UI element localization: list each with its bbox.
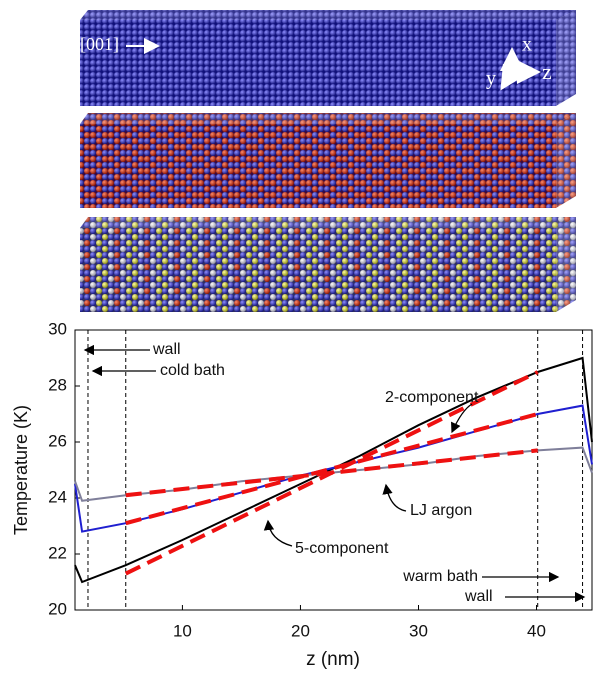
annotation: warm bath (402, 568, 478, 585)
slab-side (556, 217, 576, 312)
series-line (74, 356, 593, 584)
slab-top (80, 217, 576, 228)
axis-arrow (500, 63, 524, 91)
annotation-arrow (382, 483, 407, 512)
annotation: LJ argon (410, 502, 472, 519)
x-tick-label: 20 (291, 621, 310, 640)
y-tick-label: 22 (48, 543, 67, 562)
axis-label: z (542, 59, 552, 84)
slab-front (80, 228, 556, 312)
annotation: wall (464, 588, 493, 605)
x-tick-label: 10 (173, 621, 192, 640)
slab-side (556, 10, 576, 106)
annotation: 2-component (385, 389, 479, 406)
annotation: cold bath (160, 362, 225, 379)
y-tick-label: 20 (48, 599, 67, 618)
x-tick-label: 30 (409, 621, 428, 640)
annotation: wall (152, 341, 181, 358)
axis-label: x (522, 34, 532, 56)
annotation-arrow (451, 403, 473, 434)
slab-front (80, 20, 556, 106)
slab-side (556, 113, 576, 208)
slab-front (80, 124, 556, 208)
annotation-arrow (263, 519, 293, 547)
x-axis-label: z (nm) (306, 649, 360, 670)
direction-label: [001] (80, 34, 119, 54)
y-tick-label: 24 (48, 487, 67, 506)
x-tick-label: 40 (527, 621, 546, 640)
axis-label: y (486, 68, 496, 90)
y-tick-label: 30 (48, 319, 67, 338)
series-line (74, 404, 593, 533)
y-tick-label: 28 (48, 375, 67, 394)
slab-top (80, 10, 576, 20)
fit-line (125, 448, 538, 498)
y-tick-label: 26 (48, 431, 67, 450)
annotation: 5-component (295, 540, 389, 557)
plot-frame (74, 329, 593, 611)
y-axis-label: Temperature (K) (11, 405, 31, 535)
slab-top (80, 113, 576, 124)
atom-slabs: [001] x y z (80, 10, 576, 312)
